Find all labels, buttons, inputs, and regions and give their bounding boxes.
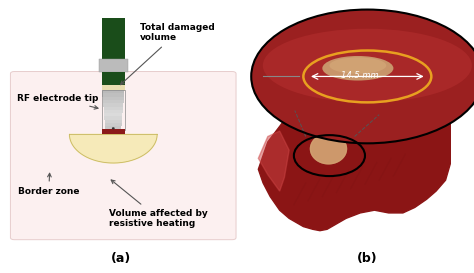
Polygon shape	[258, 74, 450, 231]
Bar	[103, 103, 123, 106]
Bar	[104, 113, 122, 117]
Ellipse shape	[112, 127, 115, 129]
Text: Border zone: Border zone	[18, 173, 80, 195]
Bar	[104, 116, 122, 120]
Bar	[102, 18, 125, 60]
Bar	[99, 59, 128, 72]
Ellipse shape	[329, 57, 386, 74]
Text: (b): (b)	[357, 252, 378, 265]
Bar	[246, 0, 474, 273]
Bar	[102, 85, 125, 91]
FancyBboxPatch shape	[10, 72, 236, 240]
Bar	[102, 90, 124, 93]
Bar	[105, 120, 122, 123]
Text: 14.5 mm: 14.5 mm	[341, 71, 379, 79]
Bar	[103, 100, 124, 103]
Polygon shape	[310, 134, 346, 164]
Bar	[102, 129, 125, 134]
Bar	[105, 123, 121, 126]
Bar	[102, 72, 125, 86]
Circle shape	[251, 10, 474, 143]
Polygon shape	[310, 134, 346, 164]
Bar	[102, 90, 125, 130]
Bar	[105, 126, 121, 130]
Polygon shape	[258, 131, 289, 191]
Bar	[102, 93, 124, 97]
Bar	[104, 109, 123, 113]
Polygon shape	[69, 134, 157, 163]
Bar	[103, 96, 124, 100]
Text: RF electrode tip: RF electrode tip	[17, 94, 98, 109]
Text: Volume affected by
resistive heating: Volume affected by resistive heating	[109, 180, 208, 228]
Text: Total damaged
volume: Total damaged volume	[120, 23, 215, 85]
Ellipse shape	[263, 29, 472, 102]
Text: (a): (a)	[111, 252, 131, 265]
Bar	[104, 106, 123, 110]
Ellipse shape	[322, 56, 393, 81]
